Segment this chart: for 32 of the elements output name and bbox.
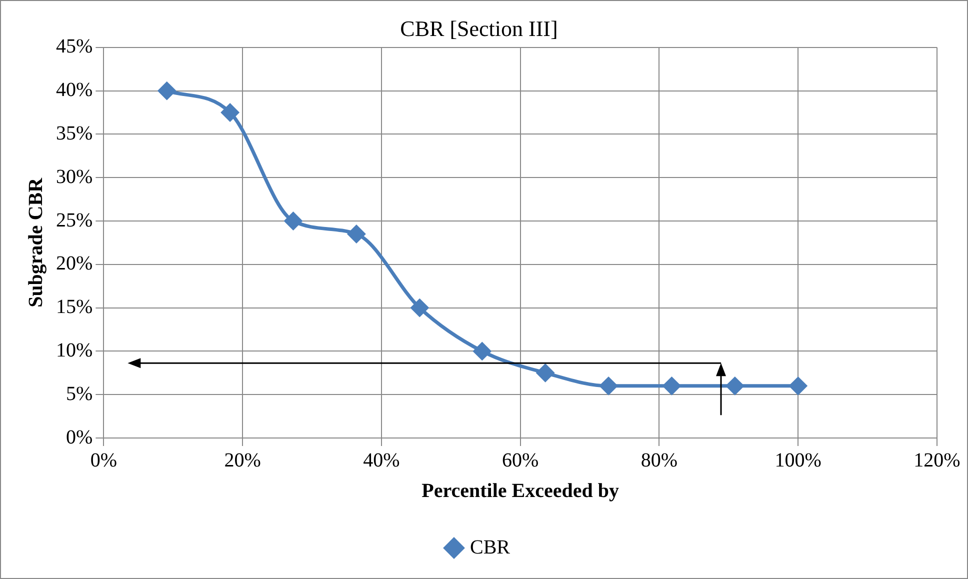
point [726,377,744,395]
point [158,82,176,100]
y-tick-label: 10% [56,339,93,362]
y-tick-label: 5% [66,382,93,405]
x-axis-title: Percentile Exceeded by [422,480,620,502]
y-tick-label: 35% [56,122,93,144]
y-tick-label: 25% [56,209,93,232]
y-axis-title: Subgrade CBR [25,177,48,308]
chart-title: CBR [Section III] [400,16,558,41]
x-tick-label: 0% [90,449,117,472]
point [284,212,302,230]
point [221,104,239,122]
point [473,342,491,360]
y-tick-label: 45% [56,36,93,58]
point [789,377,807,395]
legend-label: CBR [470,536,511,558]
point [536,364,554,382]
x-tick-label: 40% [363,449,400,472]
x-tick-label: 80% [640,449,678,472]
y-tick-label: 30% [56,166,93,188]
x-tick-label: 20% [224,449,261,472]
y-tick-label: 40% [56,79,93,102]
point [348,225,366,243]
x-tick-label: 100% [774,449,822,472]
y-tick-label: 0% [66,426,93,448]
x-tick-label: 120% [914,449,960,472]
y-tick-label: 20% [56,252,93,275]
y-tick-label: 15% [56,296,93,318]
point [600,377,618,395]
x-tick-label: 60% [502,449,539,472]
point [410,299,428,317]
point [662,377,680,395]
